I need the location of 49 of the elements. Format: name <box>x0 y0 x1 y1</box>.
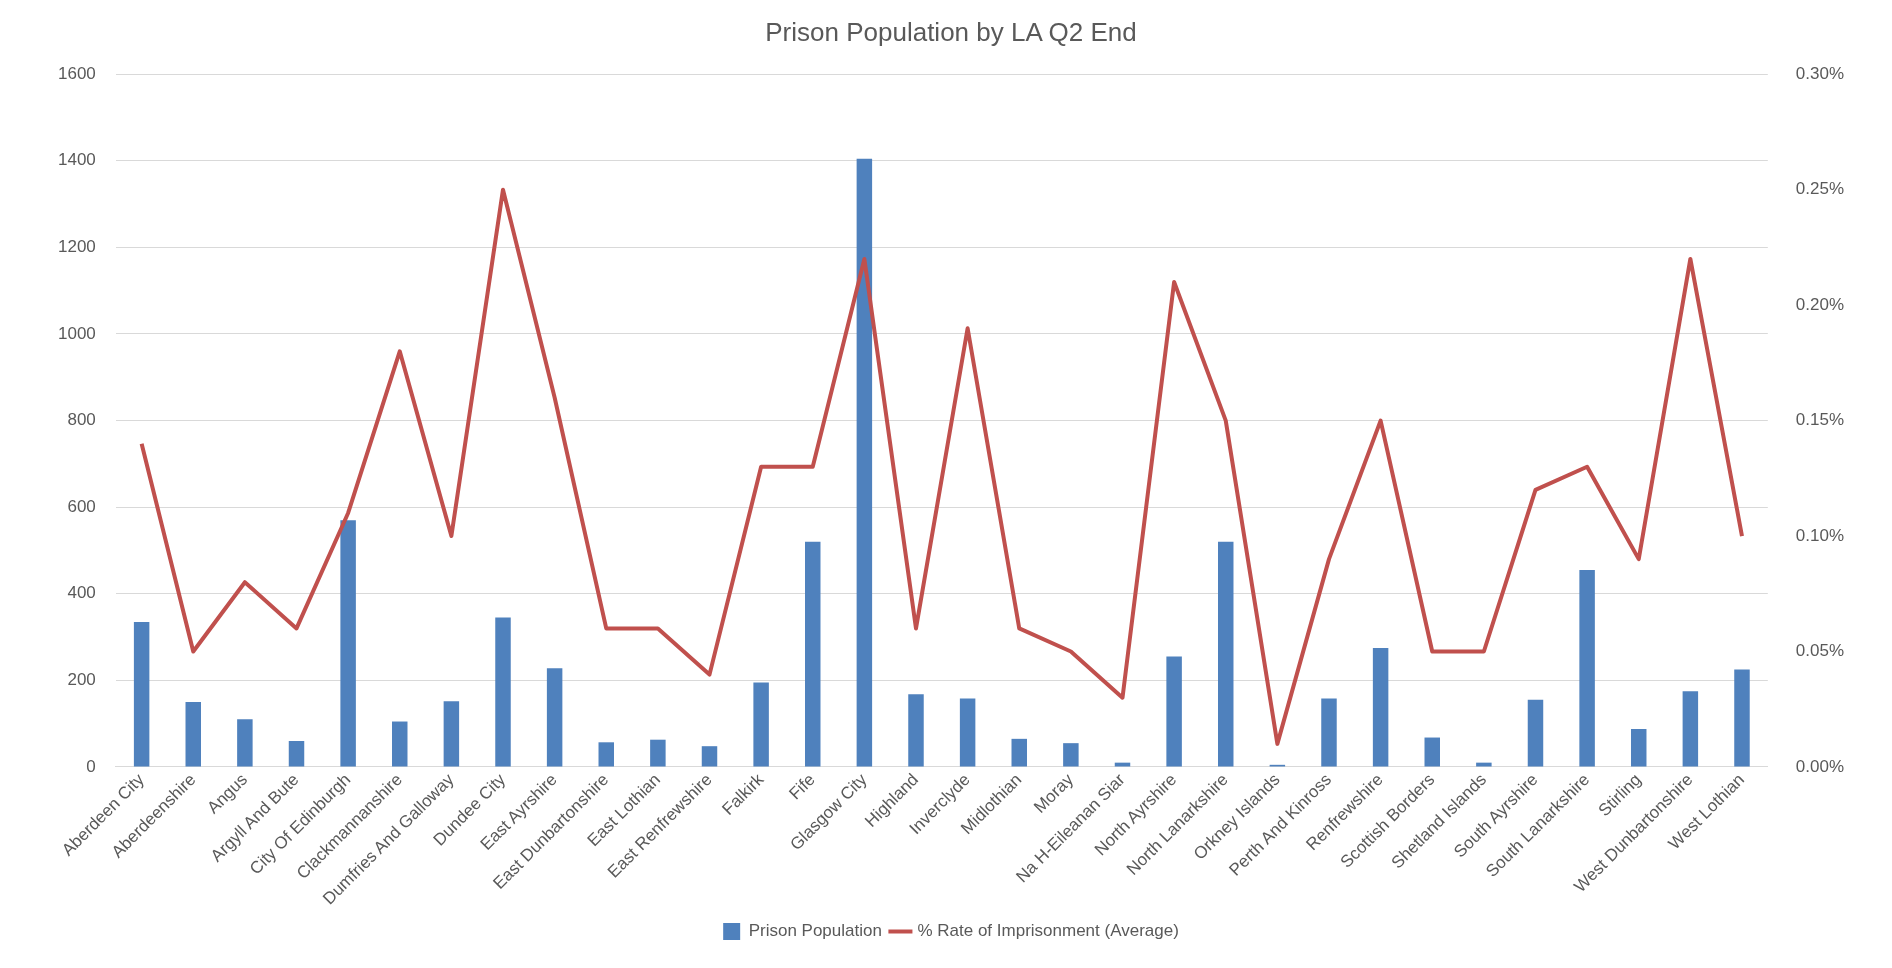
bar <box>1321 698 1337 767</box>
y-tick-label: 1400 <box>57 150 96 170</box>
y2-tick-label: 0.10% <box>1795 525 1844 545</box>
y-tick-label: 200 <box>67 670 96 690</box>
bar <box>1372 647 1389 767</box>
bar <box>392 721 408 767</box>
legend-label: Prison Population <box>748 921 882 941</box>
bar <box>1011 738 1027 767</box>
y2-tick-label: 0.15% <box>1795 410 1844 430</box>
bar <box>598 742 614 767</box>
x-tick-label: Fife <box>785 769 819 804</box>
y2-tick-label: 0.05% <box>1795 641 1844 661</box>
legend-label: % Rate of Imprisonment (Average) <box>917 921 1179 941</box>
bar <box>443 701 460 767</box>
bar <box>650 739 666 767</box>
y-tick-label: 1600 <box>57 63 96 83</box>
bar <box>1734 669 1750 767</box>
chart-title: Prison Population by LA Q2 End <box>765 16 1137 47</box>
bar <box>1527 699 1544 767</box>
bar <box>959 698 976 767</box>
bar <box>805 541 821 767</box>
y2-tick-label: 0.20% <box>1795 294 1844 314</box>
bar <box>908 694 924 767</box>
bar <box>1218 541 1234 767</box>
y2-tick-label: 0.25% <box>1795 179 1844 199</box>
y-tick-label: 600 <box>67 496 96 516</box>
bar <box>1579 569 1595 767</box>
y-tick-label: 0 <box>86 756 96 776</box>
bar <box>701 746 718 767</box>
bar <box>1166 656 1182 767</box>
bar <box>340 520 356 767</box>
bar <box>1063 743 1079 767</box>
bar <box>185 702 201 767</box>
y2-tick-label: 0.30% <box>1795 63 1844 83</box>
bar <box>288 741 305 767</box>
bar <box>1630 728 1647 767</box>
y-tick-label: 1200 <box>57 237 96 257</box>
bar <box>133 621 150 767</box>
y2-tick-label: 0.00% <box>1795 756 1844 776</box>
bar <box>753 682 769 767</box>
bar <box>856 158 873 767</box>
bar <box>237 719 253 767</box>
bar <box>546 668 563 767</box>
y-tick-label: 800 <box>67 410 96 430</box>
y-tick-label: 400 <box>67 583 96 603</box>
bar <box>1682 691 1699 767</box>
bar <box>495 617 511 767</box>
y-tick-label: 1000 <box>57 323 96 343</box>
bar <box>1424 737 1440 767</box>
